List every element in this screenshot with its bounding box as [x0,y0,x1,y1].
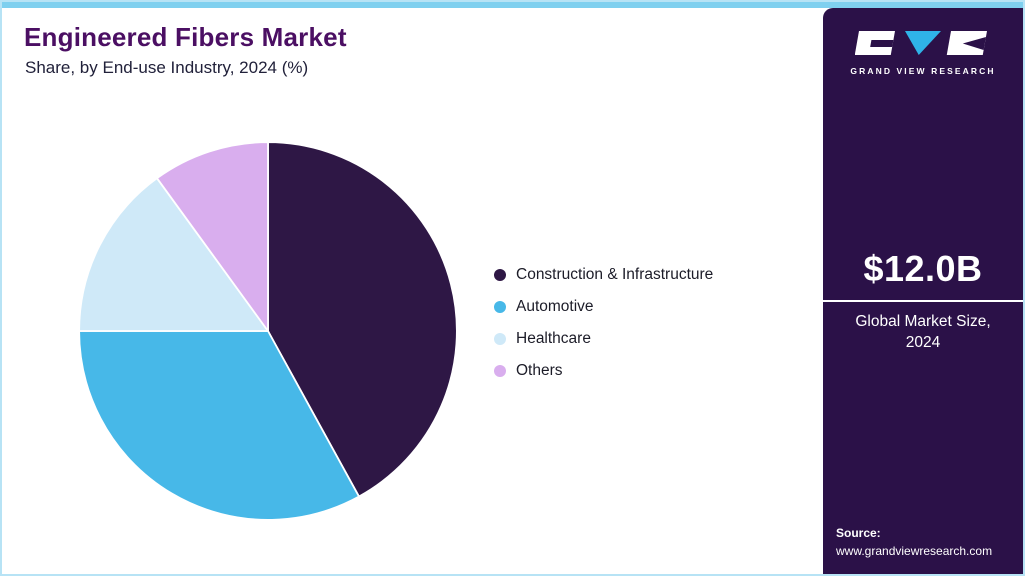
pie-chart [78,141,458,521]
source-block: Source: www.grandviewresearch.com [823,525,1023,574]
legend-item-others: Others [494,362,713,380]
market-size-divider [823,299,1023,302]
source-label: Source: [836,526,881,541]
legend-label: Others [516,362,563,379]
market-size-block: $12.0B Global Market Size, 2024 [823,248,1023,354]
legend-label: Construction & Infrastructure [516,266,714,283]
legend-dot [494,301,506,313]
source-url-link[interactable]: www.grandviewresearch.com [836,543,993,558]
market-size-label: Global Market Size, 2024 [855,312,991,351]
legend-item-automotive: Automotive [494,298,713,316]
pie-slice-construction-infrastructure [267,141,458,498]
legend-dot [494,269,506,281]
legend: Construction & Infrastructure Automotive… [494,266,713,380]
brand-name: GRAND VIEW RESEARCH [850,66,996,76]
pie-slice-automotive [78,330,360,521]
gvr-logo-icon [855,31,987,55]
top-accent-bar [2,2,1023,8]
legend-dot [494,333,506,345]
legend-item-construction: Construction & Infrastructure [494,266,713,284]
sidebar: GRAND VIEW RESEARCH $12.0B Global Market… [823,8,1023,574]
legend-label: Healthcare [516,330,591,347]
pie-slice-others [156,141,269,332]
legend-item-healthcare: Healthcare [494,330,713,348]
legend-label: Automotive [516,298,594,315]
market-size-value: $12.0B [863,247,983,289]
page-subtitle: Share, by End-use Industry, 2024 (%) [25,58,309,77]
legend-dot [494,365,506,377]
gvr-logo: GRAND VIEW RESEARCH [850,30,995,76]
page-title: Engineered Fibers Market [24,22,347,52]
pie-slice-healthcare [78,177,269,332]
